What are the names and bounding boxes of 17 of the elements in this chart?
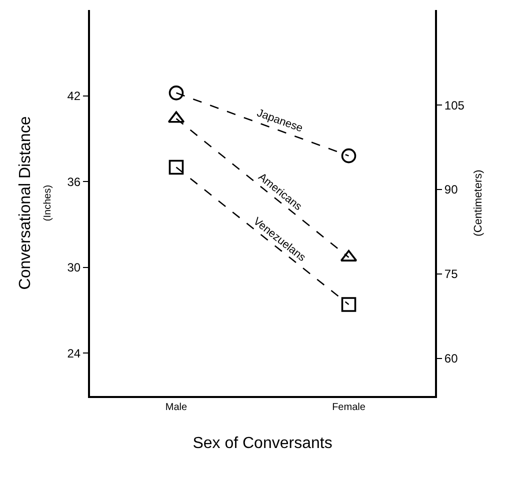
y-tick-label: 30 xyxy=(67,260,81,275)
point xyxy=(168,86,184,100)
y-tick-label: 24 xyxy=(67,346,81,360)
x-tick-label: Female xyxy=(332,402,366,413)
y-tick-label: 36 xyxy=(67,174,81,189)
x-tick-label: Male xyxy=(165,402,188,413)
y-tick-label: 42 xyxy=(67,88,81,103)
y2-tick-label: 75 xyxy=(444,267,458,282)
point xyxy=(168,160,184,175)
y2-axis-title: (Centimeters) xyxy=(472,170,484,236)
point xyxy=(341,297,356,312)
y-axis-title: Conversational Distance (Inches) xyxy=(16,116,54,290)
x-axis-title: Sex of Conversants xyxy=(192,435,332,452)
y2-tick-label: 105 xyxy=(444,98,465,112)
y2-tick-label: 90 xyxy=(444,182,458,197)
point xyxy=(341,148,356,164)
y2-tick-label: 60 xyxy=(444,352,458,366)
